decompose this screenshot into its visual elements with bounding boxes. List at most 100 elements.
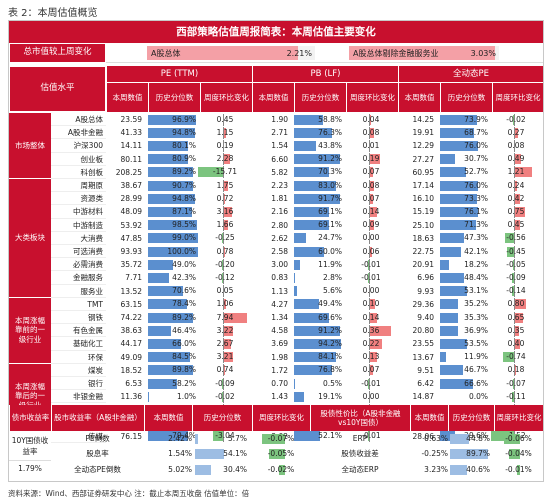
percentile-cell: 11.9%: [440, 352, 490, 363]
percentile-value: 69.1%: [318, 206, 342, 216]
percentile-value: 73.9%: [464, 114, 488, 124]
value-cell: 28.99: [120, 194, 142, 204]
percentile-cell: 79.4%: [148, 431, 198, 442]
change-cell: 3.21: [200, 351, 250, 364]
change-axis: [513, 219, 515, 232]
change-axis: [368, 298, 370, 311]
percentile-value: 11.9%: [318, 259, 342, 269]
percentile-cell: 68.7%: [440, 127, 490, 138]
percentile-bar: [440, 365, 464, 376]
change-cell: 0.27: [492, 126, 540, 139]
bond-yield-label: 10Y国债收益率: [9, 431, 51, 461]
change-bar: [222, 127, 227, 138]
change-bar: [512, 272, 514, 283]
change-value: 0.19: [216, 140, 234, 150]
change-axis: [368, 430, 370, 443]
percentile-bar: [148, 338, 181, 349]
percentile-value: 83.0%: [318, 180, 342, 190]
percentile-cell: 5.6%: [294, 286, 344, 297]
table-row: 钢铁 74.22 89.2% 7.94 1.34 69.6% 0.14 9.40 35.3% 0.…: [51, 311, 543, 325]
change-cell: -0.01: [346, 271, 396, 284]
value-cell: 4.27: [271, 299, 288, 309]
value-cell: 23.59: [120, 115, 142, 124]
change-cell: 0.14: [346, 311, 396, 324]
change-value: 3.22: [216, 325, 234, 335]
change-axis: [222, 364, 224, 377]
row-name: A股总体: [51, 113, 106, 127]
percentile-value: 66.6%: [464, 378, 488, 388]
change-value: 0.40: [507, 338, 525, 348]
change-cell: 0.45: [200, 113, 250, 126]
change-cell: -0.05: [492, 258, 540, 271]
row-name: 大消费: [51, 232, 106, 245]
change-cell: -0.01: [346, 258, 396, 271]
change-bar: [222, 338, 231, 349]
bottom-change-bar: [278, 464, 285, 475]
change-cell: 0.40: [492, 337, 540, 350]
percentile-cell: 89.2%: [148, 167, 198, 178]
percentile-value: 98.5%: [172, 220, 196, 230]
change-bar: [513, 180, 518, 191]
value-cell: 6.60: [271, 154, 288, 164]
change-axis: [222, 298, 224, 311]
percentile-cell: 98.5%: [148, 220, 198, 231]
percentile-cell: 91.2%: [294, 154, 344, 165]
percentile-value: 2.8%: [322, 272, 342, 282]
change-axis: [513, 179, 515, 192]
change-value: 3.21: [216, 352, 234, 362]
change-cell: 0.05: [200, 285, 250, 298]
value-cell: 9.51: [417, 365, 434, 375]
change-value: -0.12: [215, 272, 235, 282]
percentile-value: 94.2%: [318, 338, 342, 348]
percentile-bar: [294, 272, 296, 283]
percentile-value: 48.4%: [464, 272, 488, 282]
change-cell: 0.10: [346, 298, 396, 311]
percentile-bar: [440, 312, 458, 323]
percentile-cell: 42.3%: [148, 272, 198, 283]
change-value: 0.18: [507, 365, 525, 375]
value-cell: 49.09: [120, 352, 142, 362]
risk-premium-name: 全动态ERP: [341, 464, 379, 474]
bottom-percentile-value: 5.7%: [227, 434, 247, 443]
percentile-bar: [148, 114, 197, 125]
change-value: 1.06: [216, 299, 234, 309]
risk-percentile-value: 44.8%: [466, 434, 490, 443]
change-cell: -0.20: [200, 258, 250, 271]
change-axis: [513, 113, 515, 126]
percentile-bar: [294, 206, 329, 217]
row-name: 中游材料: [51, 205, 106, 219]
risk-change-value: -0.01%: [505, 464, 532, 474]
percentile-value: 49.0%: [172, 259, 196, 269]
table-row: A股总体 23.59 96.9% 0.45 1.90 58.8% 0.04 14.25 73.9…: [51, 113, 543, 127]
table-row: 银行 6.53 58.2% -0.09 0.70 0.5% -0.01 6.42 66.6% -0…: [51, 377, 543, 391]
percentile-value: 11.9%: [464, 352, 488, 362]
change-cell: -0.14: [492, 285, 540, 298]
percentile-bar: [148, 259, 173, 270]
summary-item-name: A股总体剔除金融服务业: [353, 48, 439, 58]
change-cell: -0.01: [346, 430, 396, 443]
percentile-cell: 42.1%: [440, 246, 490, 257]
change-axis: [368, 351, 370, 364]
change-axis: [222, 430, 224, 443]
change-bar: [368, 246, 373, 257]
change-bar: [367, 378, 369, 389]
percentile-value: 89.2%: [172, 312, 196, 322]
change-value: 0.24: [507, 180, 525, 190]
change-bar: [368, 127, 374, 138]
percentile-cell: 46.4%: [148, 325, 198, 336]
percentile-bar: [294, 365, 333, 376]
change-value: 0.42: [507, 193, 525, 203]
change-bar: [513, 193, 520, 204]
change-value: 0.08: [362, 180, 380, 190]
change-axis: [222, 139, 224, 152]
value-cell: 0.83: [271, 273, 288, 283]
bottom-change-cell: -0.07%: [255, 434, 307, 444]
change-bar: [368, 338, 383, 349]
percentile-cell: 69.6%: [294, 312, 344, 323]
value-cell: 47.85: [120, 233, 142, 243]
change-value: -0.02: [215, 391, 235, 401]
change-axis: [368, 324, 370, 337]
percentile-bar: [294, 167, 330, 178]
percentile-value: 76.8%: [318, 365, 342, 375]
percentile-bar: [294, 233, 307, 244]
